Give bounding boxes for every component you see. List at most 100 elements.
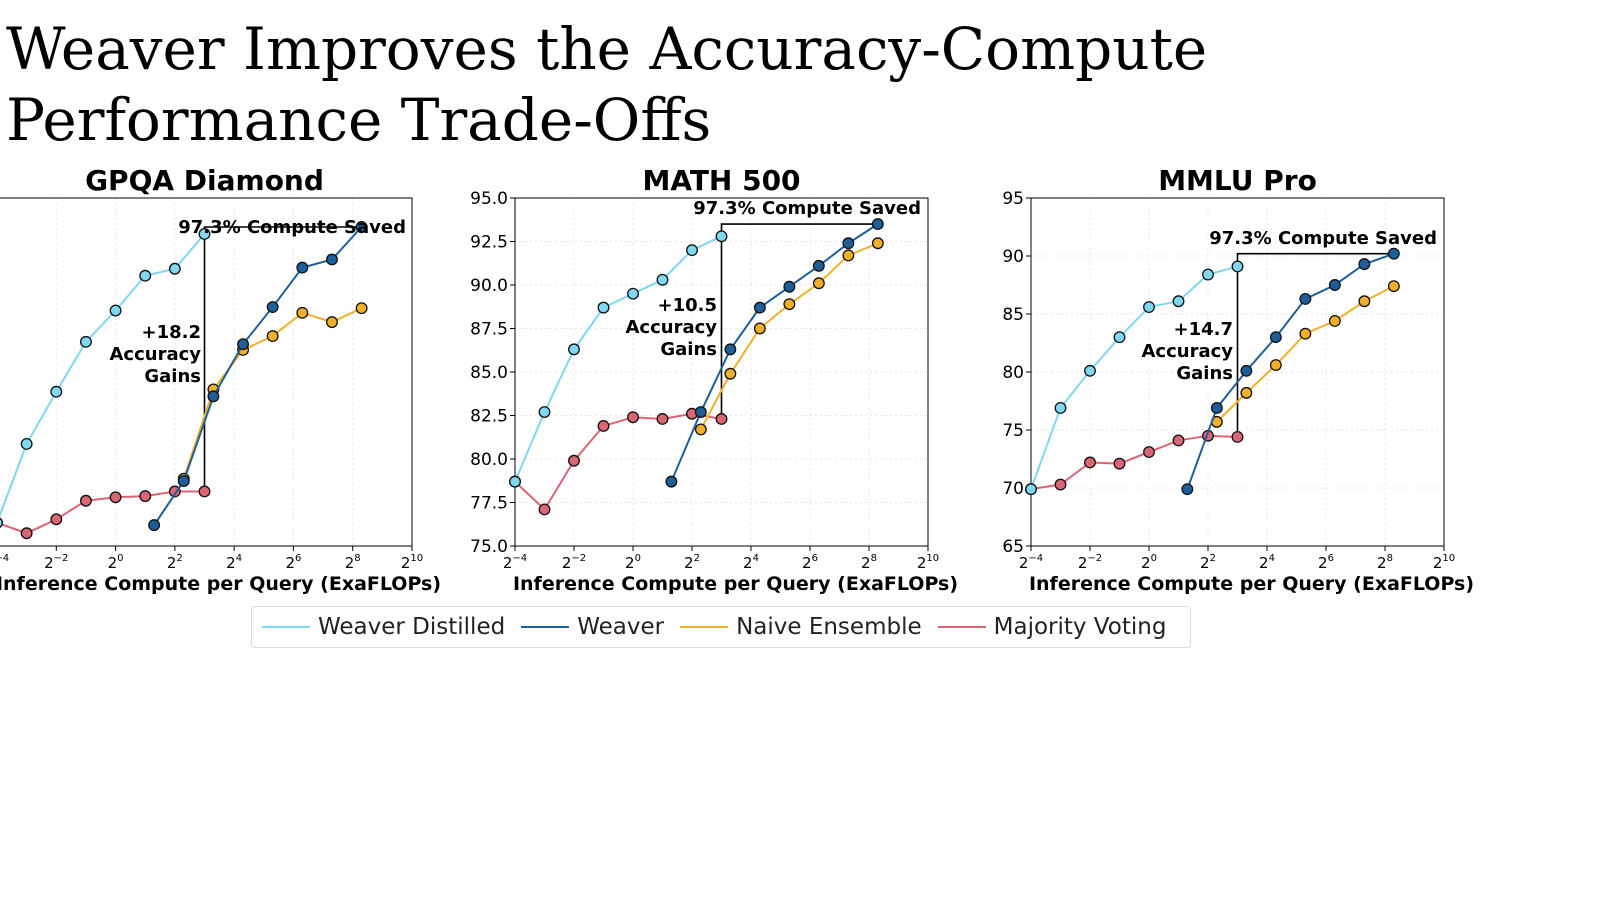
chart2-point-weaver-distilled-5 <box>656 273 669 286</box>
chart1-point-majority-voting-7 <box>198 485 211 498</box>
chart2-point-majority-voting-1 <box>538 503 551 516</box>
chart3-xtick-label-4: 24 <box>1259 553 1275 572</box>
chart2-point-naive-ensemble-3 <box>783 298 796 311</box>
chart1-point-naive-ensemble-6 <box>355 302 368 315</box>
chart1-point-weaver-distilled-6 <box>168 262 181 275</box>
chart2-point-weaver-distilled-4 <box>627 287 639 300</box>
legend-swatch-naive-ensemble <box>680 626 729 628</box>
chart3-point-weaver-distilled-1 <box>1054 402 1067 414</box>
chart3-xtick-label-3: 22 <box>1200 553 1216 572</box>
chart3-line-naive-ensemble <box>1216 285 1395 423</box>
chart1-point-weaver-distilled-5 <box>139 269 152 282</box>
chart3-xtick-label-7: 210 <box>1433 553 1455 572</box>
chart1-point-naive-ensemble-3 <box>266 330 279 342</box>
chart1-point-weaver-3 <box>237 338 249 351</box>
chart2-point-majority-voting-4 <box>627 411 639 424</box>
chart2-point-weaver-distilled-1 <box>538 406 551 418</box>
chart3-point-weaver-distilled-0 <box>1025 483 1037 496</box>
chart3-xtick-label-1: 2−2 <box>1078 553 1102 572</box>
chart3-point-majority-voting-5 <box>1172 434 1185 447</box>
chart1-point-weaver-distilled-7 <box>198 228 211 240</box>
chart2-ytick-label-3: 82.5 <box>470 407 508 427</box>
chart3-ytick-label-0: 65 <box>1002 537 1024 557</box>
chart3-ytick-label-1: 70 <box>1002 479 1024 499</box>
chart2-point-weaver-3 <box>753 301 766 314</box>
chart1-compute-saved-label: 97.3% Compute Saved <box>178 217 406 238</box>
chart3-point-majority-voting-4 <box>1143 446 1155 458</box>
chart2-point-naive-ensemble-0 <box>694 423 707 436</box>
chart3-ytick-label-5: 90 <box>1002 247 1024 267</box>
chart1-xtick-label-6: 28 <box>345 553 361 572</box>
chart1-point-weaver-4 <box>266 301 279 313</box>
chart2-xtick-label-4: 24 <box>743 553 759 572</box>
chart2-line-majority-voting <box>514 412 722 512</box>
chart2-compute-saved-label: 97.3% Compute Saved <box>693 198 921 219</box>
chart1-xtick-label-0: 2−4 <box>0 553 9 572</box>
chart1-point-majority-voting-2 <box>50 513 63 526</box>
chart3-point-majority-voting-7 <box>1231 431 1244 443</box>
chart3-point-weaver-distilled-3 <box>1113 331 1126 344</box>
chart3-point-naive-ensemble-1 <box>1240 386 1253 399</box>
chart1-xtick-label-7: 210 <box>401 553 423 572</box>
chart3-xtick-label-5: 26 <box>1318 553 1334 572</box>
legend-label-weaver-distilled: Weaver Distilled <box>318 614 506 640</box>
chart3-point-weaver-0 <box>1181 483 1194 496</box>
legend: Weaver Distilled Weaver Naive Ensemble M… <box>251 606 1191 648</box>
chart1-point-majority-voting-1 <box>20 527 33 540</box>
chart3-point-weaver-distilled-7 <box>1231 260 1244 273</box>
chart2-point-naive-ensemble-4 <box>812 277 825 290</box>
chart3-saved-bracket <box>1236 252 1394 267</box>
legend-item-weaver-distilled: Weaver Distilled <box>262 614 505 640</box>
chart1-point-weaver-2 <box>207 390 220 403</box>
chart3-point-weaver-5 <box>1328 279 1341 291</box>
chart2-xtick-label-5: 26 <box>802 553 818 572</box>
chart2-xtick-label-3: 22 <box>684 553 700 572</box>
chart2-line-weaver <box>670 223 879 483</box>
chart3-point-majority-voting-1 <box>1054 478 1067 491</box>
chart2-point-weaver-7 <box>871 218 884 231</box>
legend-swatch-weaver-distilled <box>262 626 310 628</box>
chart1-point-weaver-0 <box>148 519 161 532</box>
chart3-point-weaver-distilled-5 <box>1172 295 1185 308</box>
chart1-gain-label-3: Gains <box>144 366 201 387</box>
chart2-xtick-label-2: 20 <box>625 553 641 572</box>
chart3-point-naive-ensemble-3 <box>1299 327 1312 340</box>
chart3-point-weaver-2 <box>1240 364 1253 377</box>
chart2-line-naive-ensemble <box>699 242 879 430</box>
chart1-xlabel: Inference Compute per Query (ExaFLOPs) <box>0 573 441 595</box>
chart2-point-majority-voting-5 <box>656 413 669 425</box>
legend-item-naive-ensemble: Naive Ensemble <box>680 614 922 640</box>
chart3-ytick-label-3: 80 <box>1002 363 1024 383</box>
legend-label-naive-ensemble: Naive Ensemble <box>736 614 922 640</box>
chart3-point-naive-ensemble-2 <box>1269 359 1282 371</box>
chart1-title: GPQA Diamond <box>85 164 324 197</box>
chart2-point-weaver-distilled-3 <box>597 301 610 314</box>
chart2-xtick-label-6: 28 <box>861 553 877 572</box>
chart3-point-majority-voting-3 <box>1113 457 1126 470</box>
legend-swatch-majority-voting <box>937 626 986 628</box>
legend-label-majority-voting: Majority Voting <box>993 614 1167 640</box>
legend-item-majority-voting: Majority Voting <box>937 614 1167 640</box>
chart2-gain-label-1: +10.5 <box>658 295 718 316</box>
chart1-point-weaver-distilled-4 <box>109 304 122 317</box>
chart2-xtick-label-1: 2−2 <box>562 553 586 572</box>
chart2-ytick-label-2: 80.0 <box>470 450 508 470</box>
chart2-point-naive-ensemble-2 <box>753 322 766 335</box>
chart1-xtick-label-5: 26 <box>285 553 301 572</box>
chart2-point-weaver-2 <box>724 343 737 356</box>
chart1-gain-label-1: +18.2 <box>142 322 202 343</box>
chart2-point-majority-voting-3 <box>597 419 610 432</box>
chart3-point-weaver-distilled-4 <box>1143 301 1155 313</box>
chart1-point-weaver-1 <box>177 475 190 487</box>
chart3-gain-label-3: Gains <box>1176 363 1233 384</box>
chart1-point-naive-ensemble-4 <box>296 306 309 319</box>
chart2-point-weaver-6 <box>842 237 855 250</box>
chart2-point-majority-voting-7 <box>715 413 728 425</box>
chart2-gain-label-3: Gains <box>660 339 717 360</box>
chart3-point-weaver-distilled-6 <box>1202 268 1214 281</box>
chart2-point-weaver-distilled-7 <box>715 230 728 243</box>
chart3-gain-label-2: Accuracy <box>1141 341 1233 362</box>
chart2-ytick-label-6: 90.0 <box>470 276 508 296</box>
chart1-point-naive-ensemble-5 <box>326 316 338 329</box>
